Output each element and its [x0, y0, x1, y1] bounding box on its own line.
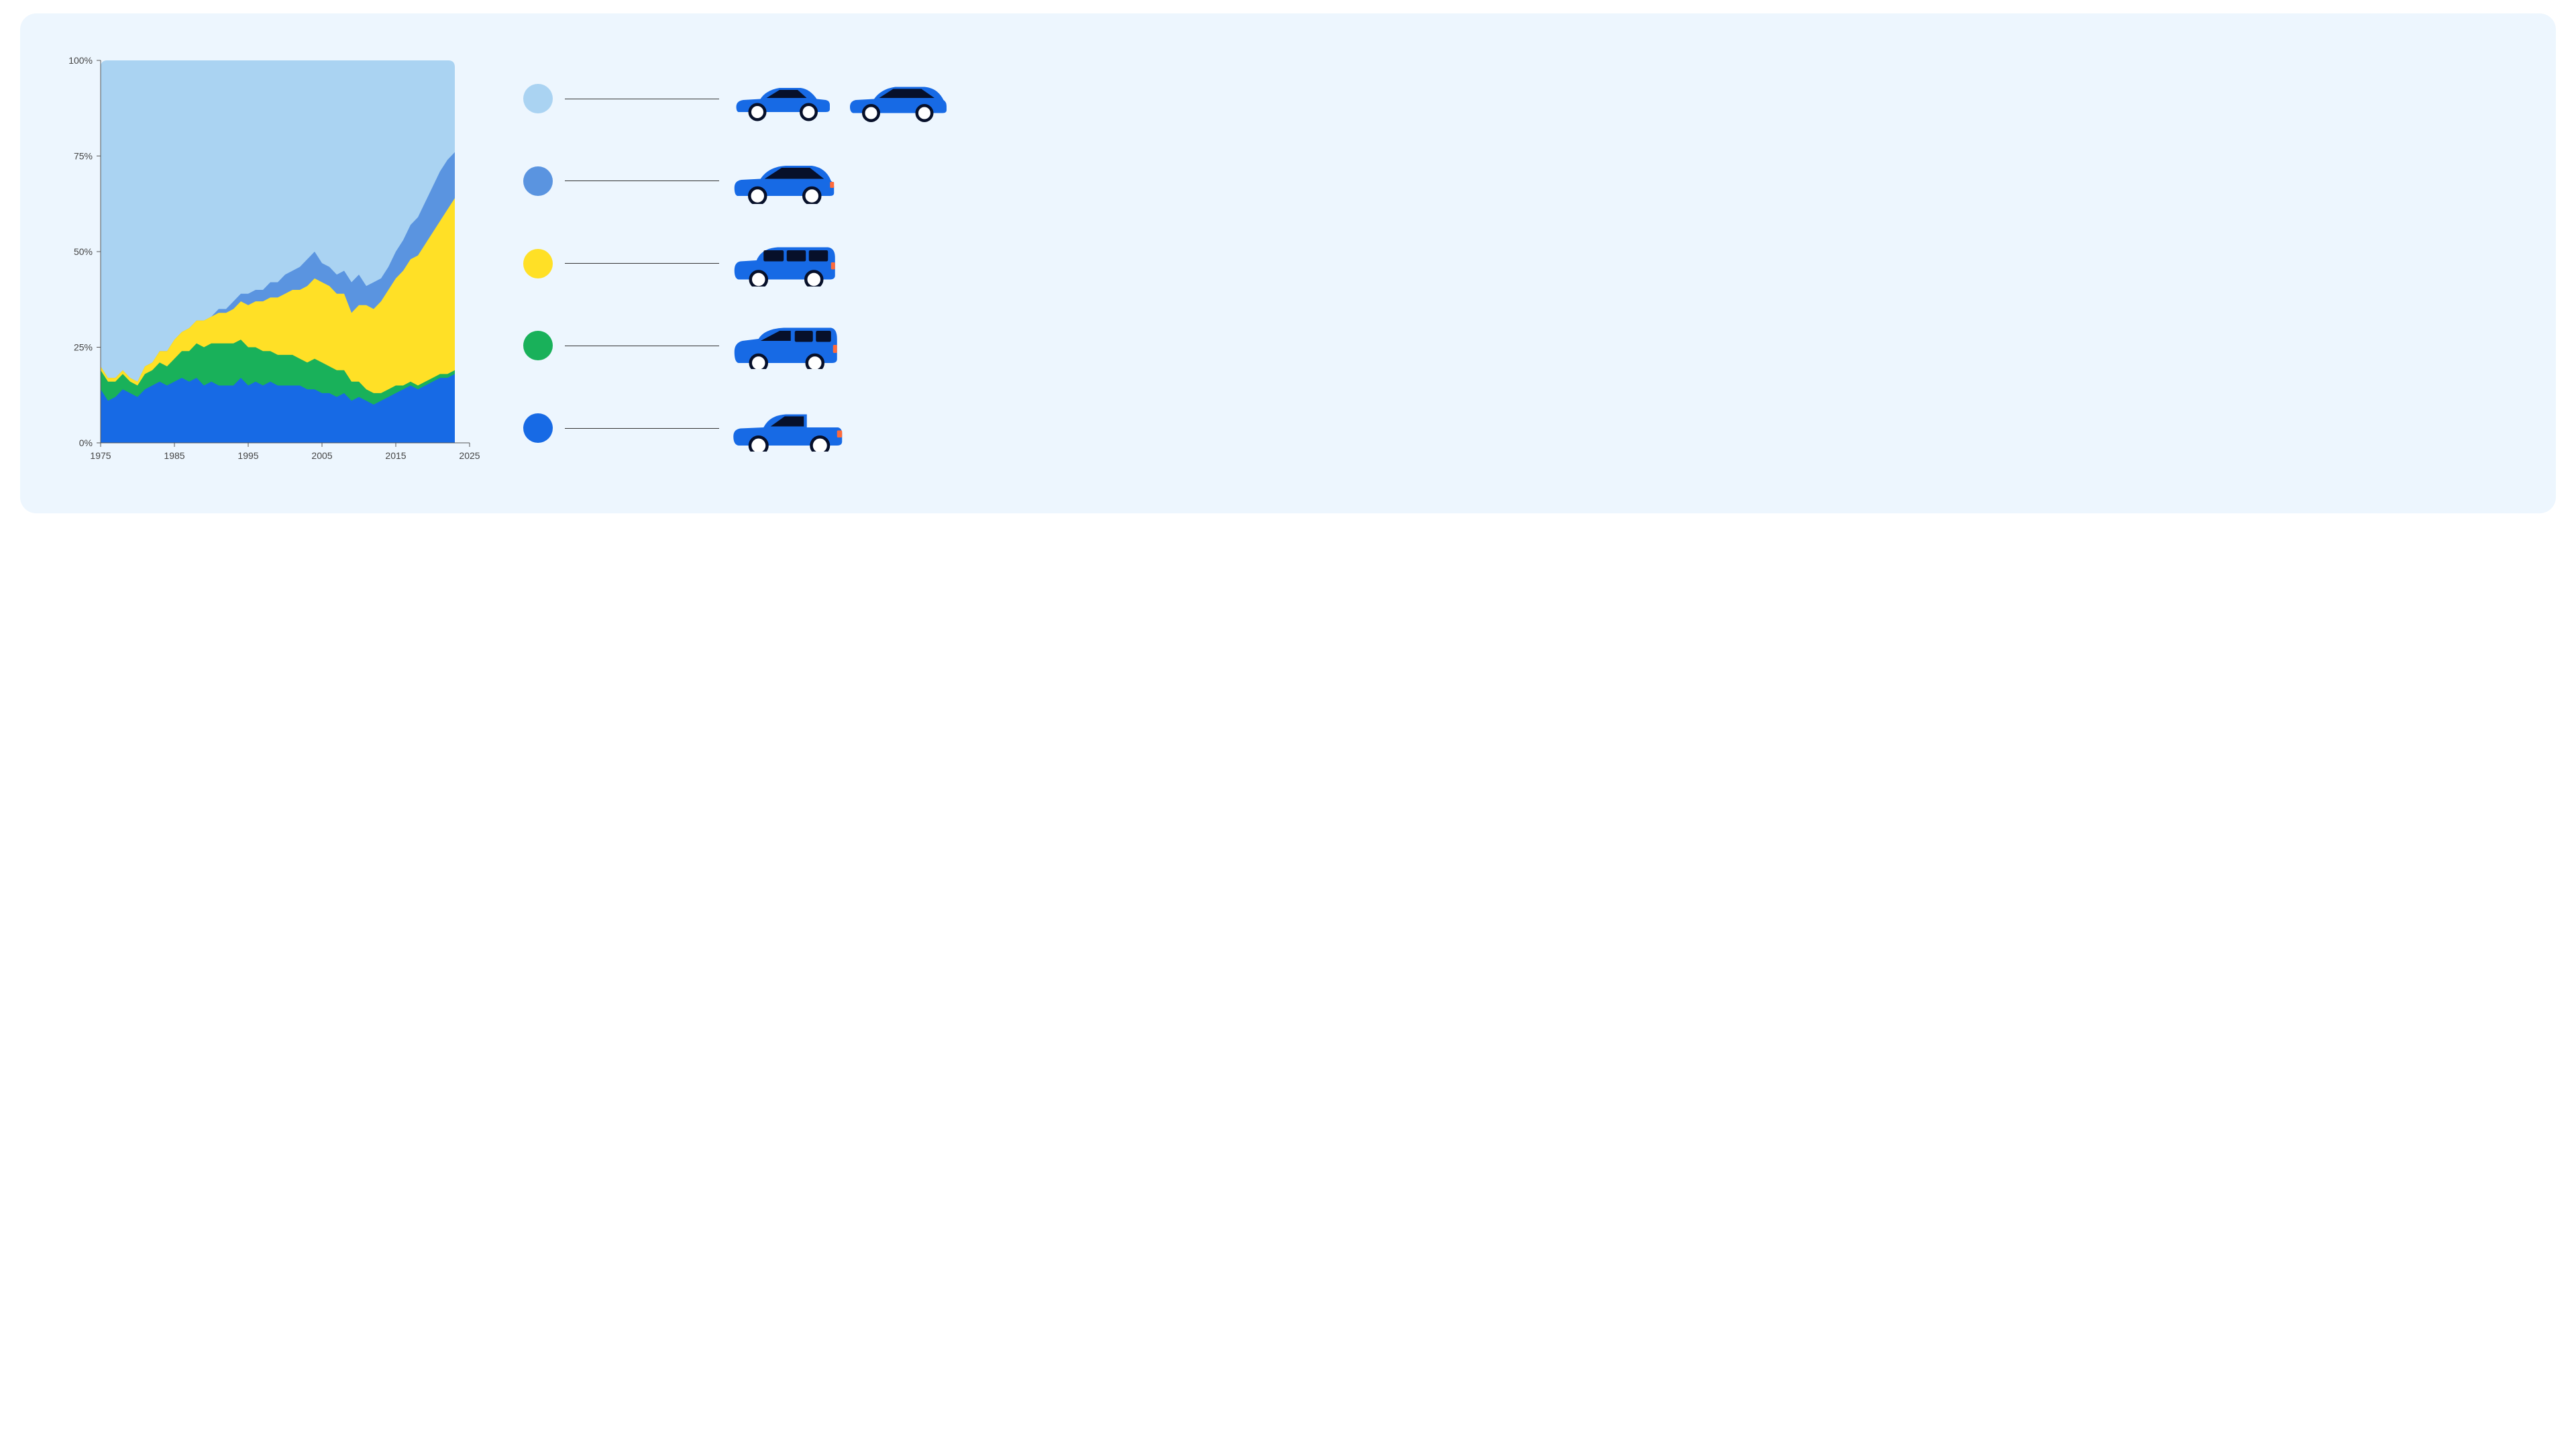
x-tick-label: 1995 — [237, 450, 258, 461]
x-tick-label: 1975 — [90, 450, 111, 461]
legend-swatch — [523, 413, 553, 443]
suv-icon — [731, 240, 839, 287]
legend-icons — [731, 240, 839, 287]
y-tick-label: 50% — [74, 246, 93, 257]
legend — [523, 70, 2522, 457]
x-tick-label: 2025 — [459, 450, 480, 461]
legend-swatch — [523, 84, 553, 113]
area-chart: 0% 25% 50% 75% 100% 1975 1985 1995 2005 2015 2025 — [54, 40, 483, 483]
legend-row-minivan — [523, 323, 2522, 369]
y-tick-label: 75% — [74, 151, 93, 162]
x-tick-label: 2015 — [385, 450, 406, 461]
chart-container: 0% 25% 50% 75% 100% 1975 1985 1995 2005 2015 2025 — [54, 40, 483, 486]
sedan-icon — [731, 76, 834, 122]
legend-connector — [565, 428, 719, 429]
legend-connector — [565, 263, 719, 264]
x-tick-label: 2005 — [311, 450, 332, 461]
legend-swatch — [523, 331, 553, 360]
minivan-icon — [731, 323, 839, 369]
crossover-icon — [731, 158, 837, 204]
wagon-icon — [846, 76, 949, 122]
y-tick-label: 100% — [68, 55, 93, 66]
pickup-icon — [731, 405, 845, 452]
legend-icons — [731, 405, 845, 452]
legend-row-car-suv — [523, 158, 2522, 204]
legend-swatch — [523, 249, 553, 278]
legend-row-truck-suv — [523, 240, 2522, 287]
y-tick-label: 25% — [74, 342, 93, 353]
legend-icons — [731, 323, 839, 369]
legend-row-sedan-wagon — [523, 76, 2522, 122]
y-tick-label: 0% — [79, 437, 93, 448]
infographic-card: 0% 25% 50% 75% 100% 1975 1985 1995 2005 2015 2025 — [20, 13, 2556, 513]
page: 0% 25% 50% 75% 100% 1975 1985 1995 2005 2015 2025 — [0, 0, 2576, 527]
legend-icons — [731, 76, 949, 122]
x-tick-label: 1985 — [164, 450, 184, 461]
legend-icons — [731, 158, 837, 204]
legend-row-pickup — [523, 405, 2522, 452]
legend-connector — [565, 180, 719, 181]
legend-swatch — [523, 166, 553, 196]
